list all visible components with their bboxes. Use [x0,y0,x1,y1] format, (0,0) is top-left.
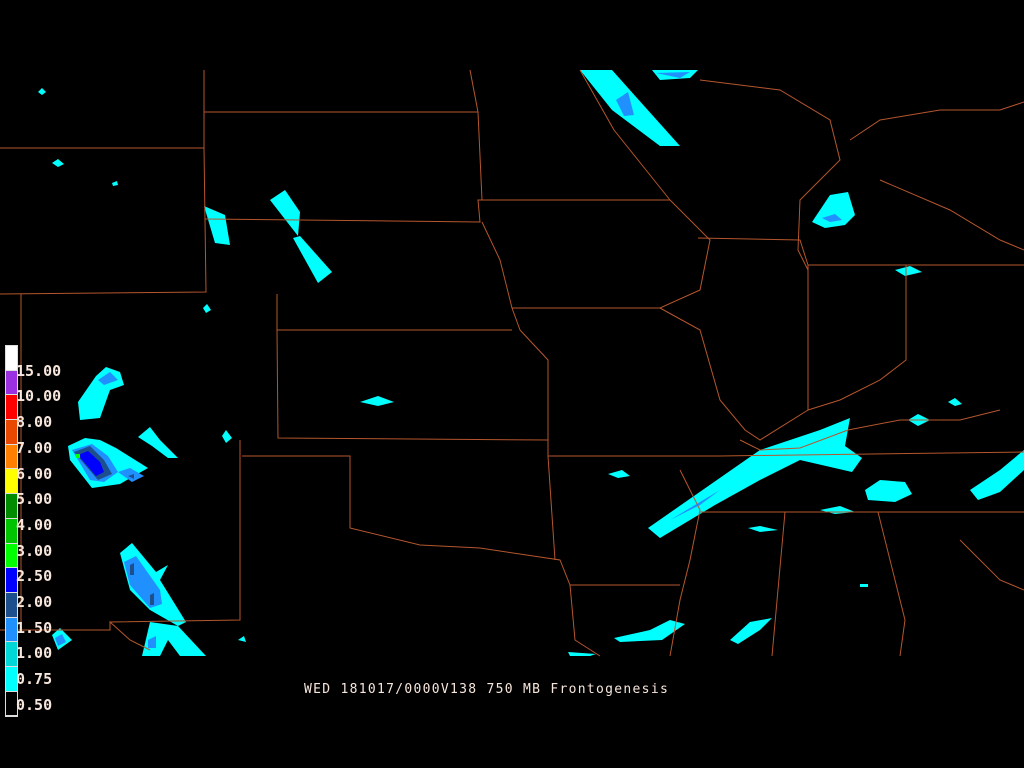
state-borders [0,69,1024,657]
map-title: WED 181017/0000V138 750 MB Frontogenesis [304,682,670,697]
legend-swatch [6,666,17,692]
legend-label: 0.75 [16,670,53,689]
legend-label: 3.00 [16,541,53,560]
legend-swatch [6,444,17,470]
legend-label: 6.00 [16,464,53,483]
legend-swatch [6,543,17,569]
legend-label: 5.00 [16,490,53,509]
legend-label: 1.00 [16,644,53,663]
legend-swatch [6,346,17,371]
legend-swatch [6,568,17,593]
legend-swatch [6,617,17,643]
legend-swatch [6,420,17,445]
legend-swatch [6,469,17,495]
legend-label: 2.50 [16,567,53,586]
legend-label: 2.00 [16,593,53,611]
legend-label: 8.00 [16,413,53,432]
legend-label: 7.00 [16,438,53,457]
legend-swatch [6,592,17,618]
legend-swatch [6,494,17,519]
legend-swatch [6,518,17,544]
color-scale-legend [5,345,18,718]
legend-swatch [6,691,17,717]
legend-label: 0.50 [16,695,53,714]
legend-swatch [6,642,17,667]
legend-label: 1.50 [16,618,53,637]
legend-label: 15.00 [16,361,62,380]
legend-swatch [6,395,17,421]
legend-label: 4.00 [16,515,53,534]
frontogenesis-contours [38,70,1024,656]
legend-label: 10.00 [16,387,62,406]
legend-swatch [6,370,17,396]
